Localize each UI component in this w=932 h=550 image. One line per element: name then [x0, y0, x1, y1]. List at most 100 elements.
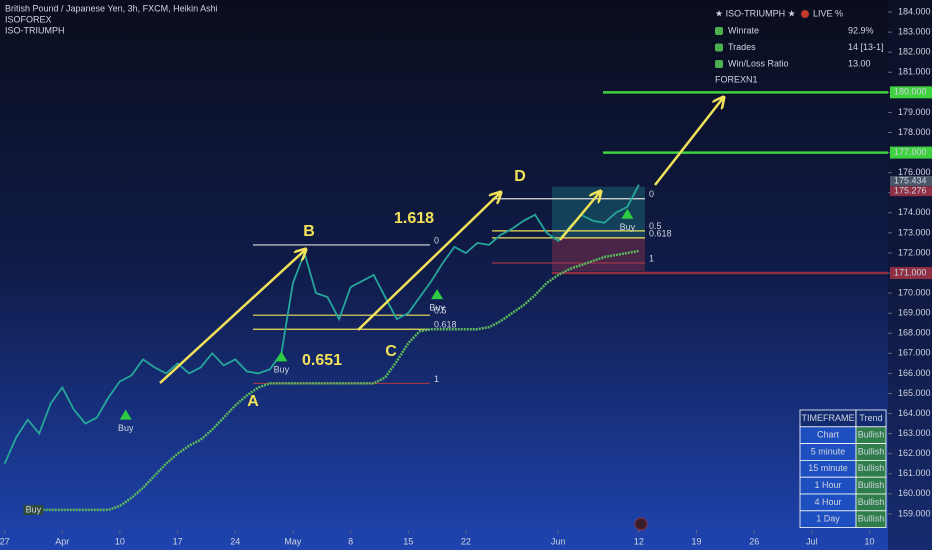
- buy-signal: [431, 289, 444, 300]
- x-tick-label: 15: [403, 536, 413, 546]
- y-tick-label: 164.000: [898, 408, 931, 418]
- x-tick-label: Jun: [551, 536, 566, 546]
- bullet: [715, 43, 723, 52]
- signal-label: Buy: [26, 504, 42, 514]
- annotation: 0.651: [302, 352, 342, 369]
- x-tick-label: 17: [173, 536, 183, 546]
- x-tick-label: 8: [348, 536, 353, 546]
- fib-label: 1: [434, 374, 439, 384]
- table-trend: Bullish: [858, 463, 885, 473]
- buy-signal: [275, 351, 288, 362]
- fib-label: 0: [434, 235, 439, 245]
- price-tag: [890, 176, 932, 187]
- info-panel: ★ ISO-TRIUMPH ★ LIVE % FOREXN1 Winrate 92…: [715, 8, 884, 84]
- arrows: [159, 98, 723, 384]
- y-tick-label: 170.000: [898, 287, 931, 297]
- info-label: Winrate: [728, 25, 759, 35]
- event-icon: [634, 517, 648, 531]
- table-timeframe: 15 minute: [808, 463, 848, 473]
- series-line: [27, 249, 640, 512]
- level-tag-label: 180.000: [894, 87, 927, 97]
- series-line: [3, 184, 640, 465]
- y-tick-label: 165.000: [898, 388, 931, 398]
- y-tick-label: 159.000: [898, 508, 931, 518]
- indicator-label: ISO-TRIUMPH: [5, 25, 65, 35]
- annotation: C: [385, 343, 397, 360]
- table-timeframe: 1 Day: [816, 514, 840, 524]
- x-tick-label: 12: [634, 536, 644, 546]
- level-tag-label: 177.000: [894, 147, 927, 157]
- live-dot: [801, 10, 809, 18]
- x-tick-label: Jul: [806, 536, 818, 546]
- y-tick-label: 161.000: [898, 468, 931, 478]
- trend-table: TIMEFRAME Trend Chart Bullish 5 minute Bullis…: [799, 409, 887, 528]
- panel-title: ★ ISO-TRIUMPH ★: [715, 8, 796, 18]
- table-trend: Bullish: [858, 480, 885, 490]
- price-tag-label: 175.276: [894, 186, 927, 196]
- x-tick-label: May: [284, 536, 302, 546]
- buy-box: [23, 504, 44, 515]
- annotation: D: [514, 168, 526, 185]
- table-trend: Bullish: [858, 430, 885, 440]
- level-tag: [890, 86, 932, 99]
- bullet: [715, 27, 723, 35]
- level-tag: [890, 146, 932, 159]
- fib-label: 0.618: [649, 228, 672, 238]
- table-timeframe: 1 Hour: [814, 480, 841, 490]
- arrow: [654, 98, 723, 186]
- annotation: A: [247, 393, 259, 410]
- info-value: 92.9%: [848, 25, 874, 35]
- fib-label: 0.618: [434, 320, 457, 330]
- y-tick-label: 166.000: [898, 368, 931, 378]
- table-trend: Bullish: [858, 446, 885, 456]
- arrow: [159, 250, 305, 384]
- table-header: Trend: [859, 413, 882, 423]
- info-value: 13.00: [848, 58, 871, 68]
- price-tag: [890, 186, 932, 197]
- annotation: 1.618: [394, 210, 434, 227]
- x-tick-label: 24: [230, 536, 240, 546]
- signal-label: Buy: [429, 302, 445, 312]
- chart-title: British Pound / Japanese Yen, 3h, FXCM, …: [5, 3, 218, 13]
- annotation: B: [303, 223, 315, 240]
- info-label: Win/Loss Ratio: [728, 58, 789, 68]
- arrow: [559, 192, 600, 241]
- y-tick-label: 168.000: [898, 328, 931, 338]
- x-tick-label: 19: [692, 536, 702, 546]
- panel-live: LIVE %: [813, 8, 843, 18]
- y-tick-label: 182.000: [898, 47, 931, 57]
- table-timeframe: 4 Hour: [814, 497, 841, 507]
- buy-signal: [119, 409, 132, 420]
- fib-label: 0.5: [434, 306, 447, 316]
- y-tick-label: 173.000: [898, 227, 931, 237]
- fib-label: 0: [649, 189, 654, 199]
- arrow: [357, 193, 500, 331]
- y-tick-label: 181.000: [898, 67, 931, 77]
- bullet: [715, 60, 723, 68]
- indicator-label: ISOFOREX: [5, 14, 52, 24]
- fib-label: 1: [649, 253, 654, 263]
- level-tag-label: 171.000: [894, 267, 927, 277]
- x-tick-label: 10: [865, 536, 875, 546]
- x-tick-label: 26: [749, 536, 759, 546]
- y-tick-label: 183.000: [898, 26, 931, 36]
- y-tick-label: 178.000: [898, 127, 931, 137]
- fib-zone: [552, 237, 645, 271]
- x-tick-label: 27: [0, 536, 10, 546]
- signal-label: Buy: [620, 222, 636, 232]
- level-tag: [890, 267, 932, 280]
- y-tick-label: 162.000: [898, 448, 931, 458]
- panel-footer: FOREXN1: [715, 74, 758, 84]
- fib-label: 0.5: [649, 221, 662, 231]
- signal-label: Buy: [118, 423, 134, 433]
- y-tick-label: 179.000: [898, 107, 931, 117]
- y-tick-label: 174.000: [898, 207, 931, 217]
- y-tick-label: 184.000: [898, 6, 931, 16]
- buy-signal: [621, 208, 634, 219]
- price-tag-label: 175.434: [894, 175, 927, 185]
- signal-label: Buy: [274, 365, 290, 375]
- info-value: 14 [13-1]: [848, 42, 884, 52]
- y-tick-label: 169.000: [898, 308, 931, 318]
